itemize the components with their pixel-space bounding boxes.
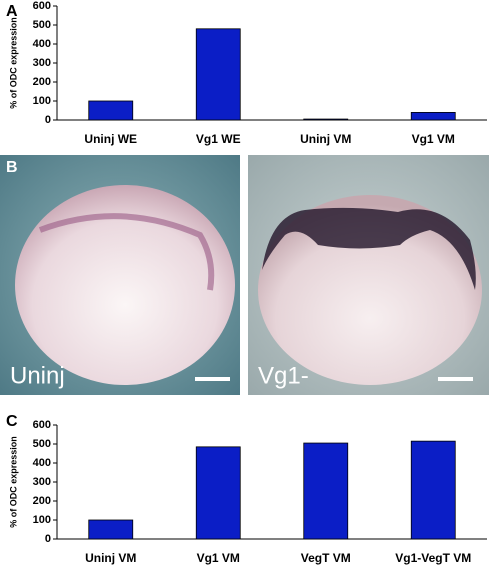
y-tick-label: 500 — [33, 438, 51, 450]
image-label: Vg1- — [258, 362, 309, 389]
x-tick-label: VegT VM — [301, 551, 351, 565]
y-axis-label: % of ODC expression — [8, 436, 18, 528]
embryo — [15, 185, 235, 385]
x-tick-label: Vg1-VegT VM — [395, 551, 471, 565]
x-tick-label: Vg1 WE — [196, 132, 241, 146]
x-tick-label: Uninj WE — [84, 132, 137, 146]
x-tick-label: Uninj VM — [300, 132, 351, 146]
panel-label: B — [6, 159, 18, 176]
y-axis-label: % of ODC expression — [8, 17, 18, 109]
bar — [88, 519, 134, 540]
y-tick-label: 100 — [33, 95, 51, 107]
bar — [195, 446, 241, 540]
bar — [303, 118, 349, 121]
bar — [195, 28, 241, 121]
y-tick-label: 200 — [33, 76, 51, 88]
y-tick-label: 400 — [33, 457, 51, 469]
y-tick-label: 0 — [45, 533, 51, 545]
stain — [262, 207, 476, 290]
y-tick-label: 200 — [33, 495, 51, 507]
y-tick-label: 500 — [33, 19, 51, 31]
image-label: Uninj — [10, 362, 65, 389]
y-tick-label: 400 — [33, 38, 51, 50]
stain — [38, 213, 215, 291]
bar — [303, 442, 349, 540]
panel-label: A — [6, 3, 18, 20]
y-tick-label: 100 — [33, 514, 51, 526]
panel-label: C — [6, 413, 18, 430]
x-tick-label: Uninj VM — [85, 551, 136, 565]
y-tick-label: 0 — [45, 114, 51, 126]
image-panel: B Uninj Vg1- — [0, 155, 489, 395]
bar — [410, 112, 456, 121]
y-tick-label: 300 — [33, 57, 51, 69]
y-tick-label: 600 — [33, 419, 51, 431]
embryo — [258, 195, 482, 385]
x-tick-label: Vg1 VM — [197, 551, 240, 565]
y-tick-label: 300 — [33, 476, 51, 488]
y-tick-label: 600 — [33, 0, 51, 12]
bar — [410, 440, 456, 540]
bar — [88, 100, 134, 121]
x-tick-label: Vg1 VM — [412, 132, 455, 146]
